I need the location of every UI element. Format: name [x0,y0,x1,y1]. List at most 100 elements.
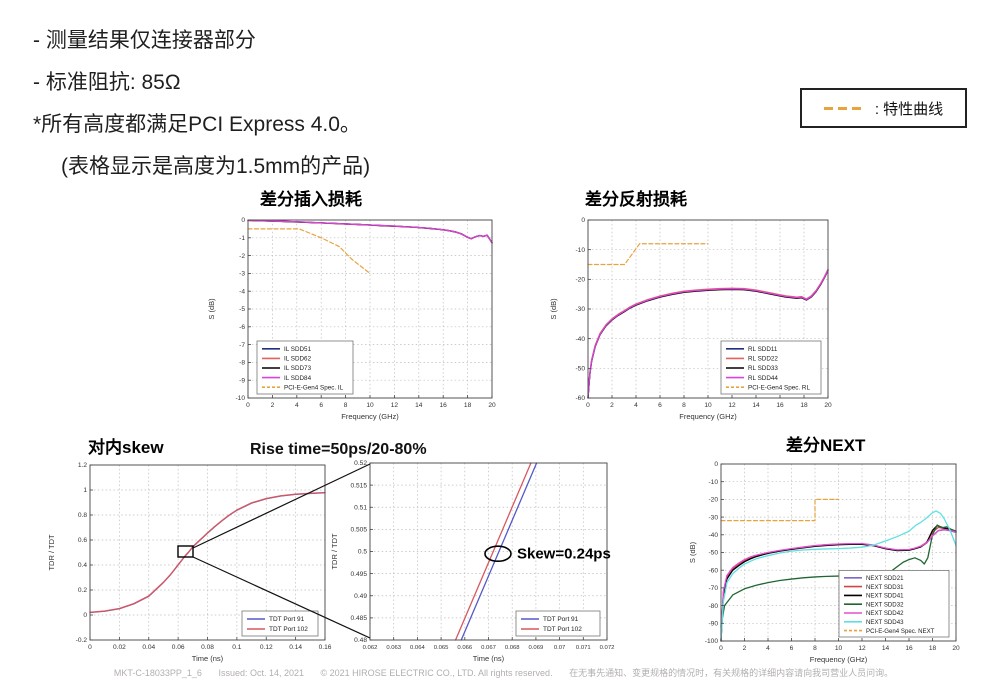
svg-text:0: 0 [581,217,585,224]
svg-text:-20: -20 [575,277,585,284]
svg-text:0.02: 0.02 [113,644,126,651]
svg-text:0: 0 [714,461,718,468]
svg-text:0: 0 [246,402,250,409]
chart-title: 差分NEXT [786,436,866,455]
svg-text:-10: -10 [708,479,718,486]
copyright: © 2021 HIROSE ELECTRIC CO., LTD. All rig… [320,668,553,678]
svg-text:TDT Port 91: TDT Port 91 [543,616,579,623]
svg-text:1.2: 1.2 [78,462,87,469]
svg-text:-8: -8 [239,360,245,367]
svg-text:IL SDD51: IL SDD51 [284,346,312,353]
svg-text:Time (ns): Time (ns) [192,654,224,663]
svg-text:-6: -6 [239,324,245,331]
svg-text:RL SDD33: RL SDD33 [748,365,778,372]
rise-time-annotation: Rise time=50ps/20-80% [250,441,427,458]
svg-text:-4: -4 [239,288,245,295]
svg-text:0: 0 [719,645,723,652]
svg-text:S (dB): S (dB) [549,298,558,320]
svg-text:2: 2 [271,402,275,409]
issue-date: Issued: Oct. 14, 2021 [218,668,305,678]
dashed-line-icon [823,106,866,110]
svg-text:10: 10 [835,645,843,652]
svg-text:20: 20 [488,402,496,409]
svg-text:0.068: 0.068 [505,645,520,651]
svg-text:6: 6 [319,402,323,409]
svg-text:18: 18 [800,402,808,409]
svg-text:TDT Port 102: TDT Port 102 [269,626,308,633]
svg-text:0.069: 0.069 [529,645,544,651]
svg-text:-100: -100 [705,638,719,645]
skew-canvas: 0 0.02 0.04 0.06 0.08 0.1 0.12 0.14 0.16-0.200.2… [47,462,332,663]
svg-text:12: 12 [391,402,399,409]
svg-text:NEXT SDD21: NEXT SDD21 [866,575,904,582]
svg-text:14: 14 [752,402,760,409]
svg-text:0.072: 0.072 [600,645,615,651]
svg-text:-10: -10 [575,247,585,254]
svg-text:2: 2 [743,645,747,652]
svg-text:-30: -30 [575,306,585,313]
svg-text:Skew=0.24ps: Skew=0.24ps [517,546,611,563]
chart-title [330,438,632,458]
svg-text:1: 1 [83,487,87,494]
header-notes: - 测量结果仅连接器部分 - 标准阻抗: 85Ω *所有高度都满足PCI Exp… [33,20,370,188]
svg-text:12: 12 [858,645,866,652]
svg-text:-0.2: -0.2 [76,637,88,644]
svg-text:PCI-E-Gen4 Spec. IL: PCI-E-Gen4 Spec. IL [284,384,344,391]
svg-text:2: 2 [610,402,614,409]
svg-text:0.08: 0.08 [201,644,214,651]
svg-text:4: 4 [766,645,770,652]
skew-zoom-plot: 0.062 0.063 0.064 0.065 0.066 0.067 0.068 0.069… [330,458,632,686]
svg-text:TDR / TDT: TDR / TDT [330,533,339,570]
svg-text:-60: -60 [575,395,585,402]
svg-text:Frequency (GHz): Frequency (GHz) [679,412,737,421]
svg-text:-3: -3 [239,271,245,278]
svg-text:0.52: 0.52 [354,460,367,467]
svg-text:0.495: 0.495 [350,571,367,578]
svg-text:6: 6 [790,645,794,652]
svg-text:-40: -40 [575,336,585,343]
svg-text:0.6: 0.6 [78,537,87,544]
svg-text:-70: -70 [708,585,718,592]
svg-text:-5: -5 [239,306,245,313]
svg-text:10: 10 [704,402,712,409]
svg-text:-60: -60 [708,567,718,574]
characteristic-curve-legend: : 特性曲线 [800,88,967,128]
svg-text:18: 18 [464,402,472,409]
characteristic-curve-label: : 特性曲线 [874,100,944,118]
chart-next: 差分NEXT 0 2 4 6 8 10 12 14 16 18 20 0 -10 -20 -30 -40 -50… [690,436,1004,688]
svg-text:-20: -20 [708,497,718,504]
footer: MKT-C-18033PP_1_6 Issued: Oct. 14, 2021 … [0,666,1007,679]
svg-text:14: 14 [415,402,423,409]
svg-text:0.48: 0.48 [354,637,367,644]
svg-text:4: 4 [634,402,638,409]
svg-text:TDT Port 102: TDT Port 102 [543,626,582,633]
doc-number: MKT-C-18033PP_1_6 [113,668,202,678]
footer-note-cn: 在无事先通知、变更规格的情况时，有关规格的详细内容请向我司营业人员问询。 [569,668,894,678]
svg-text:RL SDD11: RL SDD11 [748,346,778,353]
svg-text:0.065: 0.065 [434,645,449,651]
svg-text:PCI-E-Gen4 Spec. NEXT: PCI-E-Gen4 Spec. NEXT [866,628,935,635]
chart-insertion-loss: 差分插入损耗 0 2 4 6 8 10 12 14 16 18 20 0 -1 -2 -3 -4 -5 -6 -7 -… [200,190,522,442]
svg-text:0.485: 0.485 [350,615,367,622]
bullet-measurement-scope: - 测量结果仅连接器部分 [33,29,256,52]
svg-text:0.12: 0.12 [260,644,273,651]
svg-text:20: 20 [952,645,960,652]
svg-text:0: 0 [241,217,245,224]
svg-text:4: 4 [295,402,299,409]
svg-text:-80: -80 [708,603,718,610]
svg-text:-7: -7 [239,342,245,349]
svg-text:0.2: 0.2 [78,587,87,594]
chart-title: 差分反射损耗 [585,190,687,209]
svg-text:-1: -1 [239,235,245,242]
svg-text:-30: -30 [708,514,718,521]
svg-text:0.06: 0.06 [172,644,185,651]
svg-text:0.14: 0.14 [289,644,302,651]
bullet-pcie-compliance: *所有高度都满足PCI Express 4.0。 [33,113,361,136]
svg-text:-50: -50 [575,366,585,373]
svg-text:0: 0 [88,644,92,651]
svg-text:RL SDD44: RL SDD44 [748,375,778,382]
svg-text:0.4: 0.4 [78,562,87,569]
svg-text:Frequency (GHz): Frequency (GHz) [341,412,399,421]
svg-text:16: 16 [440,402,448,409]
chart-return-loss: 差分反射损耗 0 2 4 6 8 10 12 14 16 18 20 0 -10 -20 -30 -40 -50… [540,190,872,442]
